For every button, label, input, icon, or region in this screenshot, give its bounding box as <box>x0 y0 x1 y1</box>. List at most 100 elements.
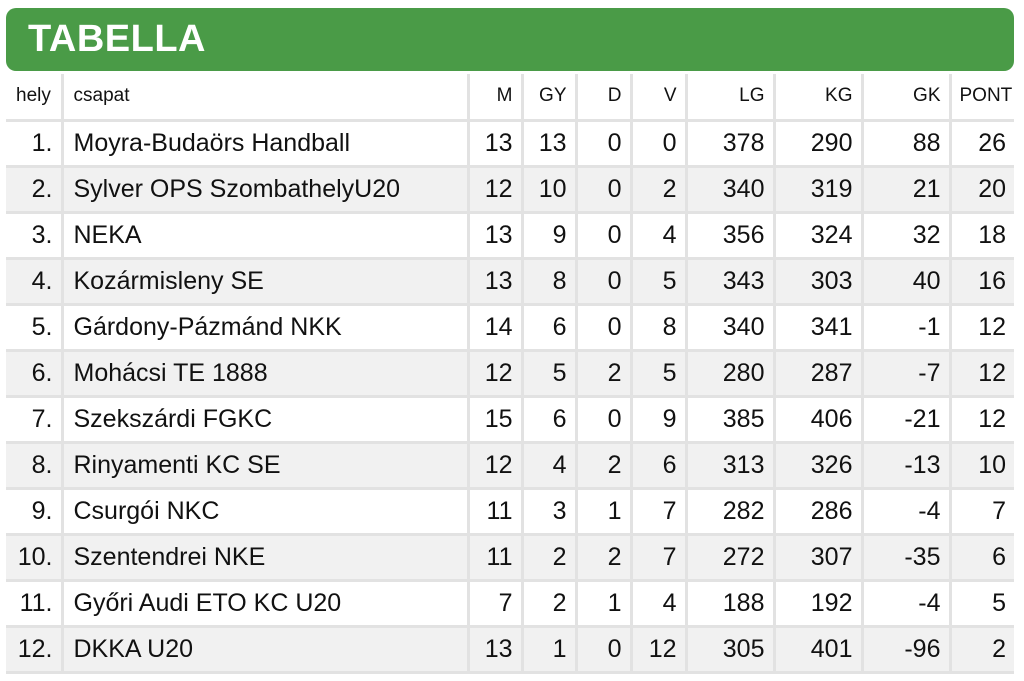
goals-against-cell: 303 <box>774 258 864 306</box>
wins-cell: 3 <box>522 488 578 536</box>
matches-cell: 12 <box>468 350 524 398</box>
table-row: 1. Moyra-Budaörs Handball 13 13 0 0 378 … <box>6 120 1014 168</box>
goal-diff-cell: -35 <box>862 534 952 582</box>
standings-widget: TABELLA hely csapat M GY D V LG KG GK PO… <box>6 8 1014 674</box>
points-cell: 10 <box>950 442 1014 490</box>
matches-cell: 15 <box>468 396 524 444</box>
table-row: 6. Mohácsi TE 1888 12 5 2 5 280 287 -7 1… <box>6 350 1014 398</box>
goals-for-cell: 272 <box>686 534 776 582</box>
wins-cell: 9 <box>522 212 578 260</box>
goals-against-cell: 286 <box>774 488 864 536</box>
matches-cell: 13 <box>468 212 524 260</box>
header-gk: GK <box>862 74 952 122</box>
goal-diff-cell: 88 <box>862 120 952 168</box>
goals-for-cell: 280 <box>686 350 776 398</box>
points-cell: 18 <box>950 212 1014 260</box>
points-cell: 20 <box>950 166 1014 214</box>
team-cell: Győri Audi ETO KC U20 <box>62 580 470 628</box>
draws-cell: 0 <box>576 120 633 168</box>
matches-cell: 14 <box>468 304 524 352</box>
team-cell: Mohácsi TE 1888 <box>62 350 470 398</box>
header-gy: GY <box>522 74 578 122</box>
title-banner: TABELLA <box>6 8 1014 71</box>
wins-cell: 2 <box>522 534 578 582</box>
table-row: 12. DKKA U20 13 1 0 12 305 401 -96 2 <box>6 626 1014 674</box>
matches-cell: 11 <box>468 488 524 536</box>
points-cell: 2 <box>950 626 1014 674</box>
draws-cell: 1 <box>576 488 633 536</box>
header-hely: hely <box>6 74 64 122</box>
goal-diff-cell: -13 <box>862 442 952 490</box>
points-cell: 5 <box>950 580 1014 628</box>
wins-cell: 8 <box>522 258 578 306</box>
points-cell: 12 <box>950 350 1014 398</box>
losses-cell: 5 <box>631 258 688 306</box>
header-kg: KG <box>774 74 864 122</box>
goal-diff-cell: -96 <box>862 626 952 674</box>
goal-diff-cell: 21 <box>862 166 952 214</box>
team-cell: Szekszárdi FGKC <box>62 396 470 444</box>
goals-against-cell: 319 <box>774 166 864 214</box>
draws-cell: 0 <box>576 396 633 444</box>
team-cell: Rinyamenti KC SE <box>62 442 470 490</box>
goals-against-cell: 401 <box>774 626 864 674</box>
rank-cell: 4. <box>6 258 64 306</box>
rank-cell: 2. <box>6 166 64 214</box>
table-row: 9. Csurgói NKC 11 3 1 7 282 286 -4 7 <box>6 488 1014 536</box>
team-cell: Csurgói NKC <box>62 488 470 536</box>
draws-cell: 2 <box>576 534 633 582</box>
draws-cell: 0 <box>576 304 633 352</box>
goal-diff-cell: -21 <box>862 396 952 444</box>
points-cell: 12 <box>950 304 1014 352</box>
wins-cell: 10 <box>522 166 578 214</box>
team-cell: Kozármisleny SE <box>62 258 470 306</box>
losses-cell: 2 <box>631 166 688 214</box>
rank-cell: 7. <box>6 396 64 444</box>
header-v: V <box>631 74 688 122</box>
goals-for-cell: 343 <box>686 258 776 306</box>
table-row: 7. Szekszárdi FGKC 15 6 0 9 385 406 -21 … <box>6 396 1014 444</box>
points-cell: 7 <box>950 488 1014 536</box>
rank-cell: 8. <box>6 442 64 490</box>
rank-cell: 3. <box>6 212 64 260</box>
wins-cell: 1 <box>522 626 578 674</box>
table-row: 3. NEKA 13 9 0 4 356 324 32 18 <box>6 212 1014 260</box>
goals-for-cell: 188 <box>686 580 776 628</box>
goals-for-cell: 313 <box>686 442 776 490</box>
draws-cell: 0 <box>576 166 633 214</box>
standings-table: hely csapat M GY D V LG KG GK PONT 1. Mo… <box>6 74 1014 674</box>
draws-cell: 2 <box>576 350 633 398</box>
rank-cell: 9. <box>6 488 64 536</box>
rank-cell: 11. <box>6 580 64 628</box>
goal-diff-cell: -7 <box>862 350 952 398</box>
goal-diff-cell: 32 <box>862 212 952 260</box>
team-cell: DKKA U20 <box>62 626 470 674</box>
losses-cell: 9 <box>631 396 688 444</box>
goals-for-cell: 378 <box>686 120 776 168</box>
team-cell: Moyra-Budaörs Handball <box>62 120 470 168</box>
goals-against-cell: 192 <box>774 580 864 628</box>
draws-cell: 0 <box>576 626 633 674</box>
goals-against-cell: 341 <box>774 304 864 352</box>
goal-diff-cell: -4 <box>862 580 952 628</box>
goals-against-cell: 324 <box>774 212 864 260</box>
team-cell: Sylver OPS SzombathelyU20 <box>62 166 470 214</box>
goal-diff-cell: -4 <box>862 488 952 536</box>
draws-cell: 2 <box>576 442 633 490</box>
team-cell: Gárdony-Pázmánd NKK <box>62 304 470 352</box>
goals-for-cell: 340 <box>686 304 776 352</box>
header-row: hely csapat M GY D V LG KG GK PONT <box>6 74 1014 122</box>
table-row: 2. Sylver OPS SzombathelyU20 12 10 0 2 3… <box>6 166 1014 214</box>
points-cell: 12 <box>950 396 1014 444</box>
rank-cell: 12. <box>6 626 64 674</box>
table-row: 11. Győri Audi ETO KC U20 7 2 1 4 188 19… <box>6 580 1014 628</box>
matches-cell: 13 <box>468 258 524 306</box>
matches-cell: 13 <box>468 626 524 674</box>
table-row: 4. Kozármisleny SE 13 8 0 5 343 303 40 1… <box>6 258 1014 306</box>
header-m: M <box>468 74 524 122</box>
header-d: D <box>576 74 633 122</box>
matches-cell: 12 <box>468 442 524 490</box>
table-row: 10. Szentendrei NKE 11 2 2 7 272 307 -35… <box>6 534 1014 582</box>
goals-against-cell: 290 <box>774 120 864 168</box>
goals-for-cell: 282 <box>686 488 776 536</box>
